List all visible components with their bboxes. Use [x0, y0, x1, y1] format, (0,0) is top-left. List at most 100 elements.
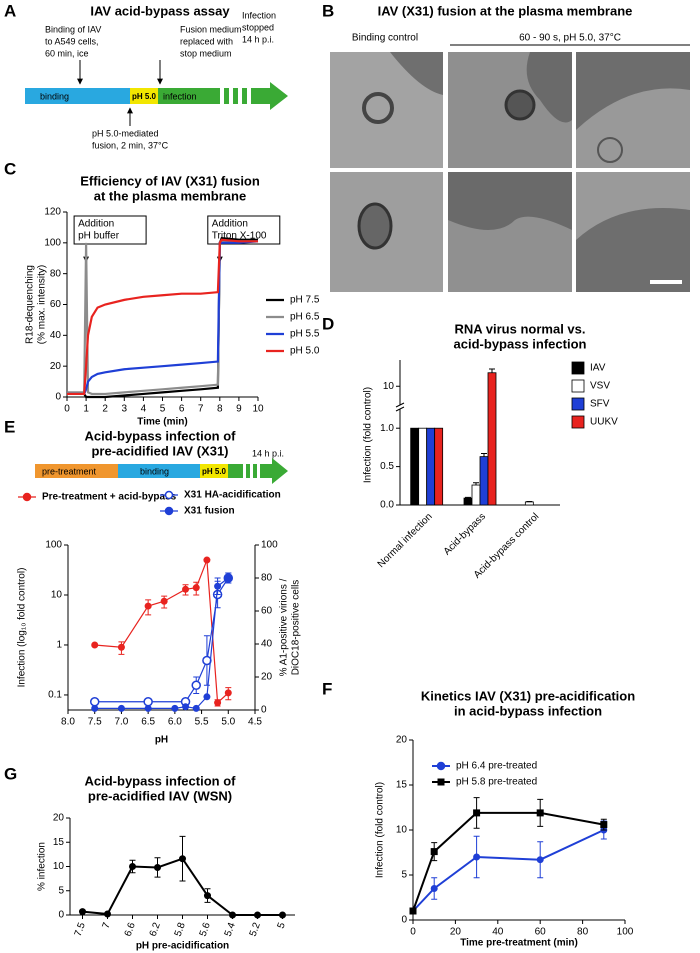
- y-tick-label: 0.0: [380, 500, 394, 511]
- x-tick-label: Normal infection: [376, 511, 435, 570]
- bar: [463, 497, 473, 506]
- note: fusion, 2 min, 37°C: [92, 140, 169, 150]
- error-bar: [489, 368, 495, 373]
- panel-label: G: [4, 764, 17, 783]
- y2-tick-label: 100: [261, 540, 278, 551]
- segment-label: pre-treatment: [42, 466, 97, 476]
- note: stop medium: [180, 48, 232, 58]
- y2-tick-label: 0: [261, 705, 267, 716]
- chart-title: Efficiency of IAV (X31) fusion: [80, 173, 260, 188]
- panel-title: IAV (X31) fusion at the plasma membrane: [378, 3, 633, 18]
- marker: [79, 908, 86, 916]
- panel-b: B IAV (X31) fusion at the plasma membran…: [322, 1, 690, 292]
- marker: [143, 697, 153, 707]
- axis-label: % A1-positive virions /: [279, 578, 290, 676]
- virion: [504, 89, 536, 121]
- bar: [471, 484, 481, 506]
- bar: [487, 372, 497, 506]
- marker: [104, 910, 111, 918]
- x-tick-label: 2: [102, 404, 108, 415]
- x-tick-label: 40: [492, 927, 504, 938]
- series-line: [67, 238, 258, 396]
- segment-label: binding: [140, 466, 169, 476]
- annotation: Addition: [78, 219, 114, 230]
- marker: [204, 892, 211, 900]
- bar: [524, 501, 534, 506]
- marker: [182, 585, 190, 593]
- chart-title: Acid-bypass infection of: [85, 773, 237, 788]
- y-tick-label: 0.1: [48, 690, 62, 701]
- vesicle: [597, 137, 623, 163]
- marker: [91, 641, 99, 649]
- y-tick-label: 5: [401, 870, 407, 881]
- panel-label: A: [4, 1, 16, 20]
- x-tick-label: 20: [450, 927, 462, 938]
- y-tick-label: 0.5: [380, 461, 394, 472]
- scheme-arrow: [260, 458, 288, 484]
- y-tick-label: 0: [401, 915, 407, 926]
- x-tick-label: 60: [535, 927, 547, 938]
- x-tick-label: 5.2: [248, 921, 263, 938]
- axis-label: pH pre-acidification: [136, 941, 229, 952]
- panel-title: IAV acid-bypass assay: [90, 3, 230, 18]
- marker: [473, 809, 481, 817]
- x-tick-label: 1: [83, 404, 89, 415]
- x-tick-label: 100: [617, 927, 634, 938]
- annotation-box: [73, 215, 147, 245]
- x-tick-label: 5.6: [198, 921, 213, 938]
- legend-swatch: [571, 397, 585, 411]
- y-tick-label: 10: [383, 381, 395, 392]
- x-tick-label: 3: [122, 404, 128, 415]
- legend-label: X31 HA-acidification: [184, 490, 281, 501]
- axis-label: R18-dequenching: [25, 265, 36, 344]
- column-label: 60 - 90 s, pH 5.0, 37°C: [519, 33, 621, 44]
- panel-e-scheme: pre-treatment binding pH 5.0 14 h p.i.: [35, 448, 288, 484]
- legend-label: X31 fusion: [184, 506, 235, 517]
- x-tick-label: 7: [198, 404, 204, 415]
- marker: [117, 704, 125, 712]
- segment-label: pH 5.0: [132, 92, 157, 101]
- legend-marker: [437, 778, 445, 786]
- marker: [214, 699, 222, 707]
- x-tick-label: 7.5: [88, 717, 102, 728]
- y2-tick-label: 80: [261, 573, 273, 584]
- panel-label: C: [4, 159, 16, 178]
- legend-swatch: [571, 415, 585, 429]
- virion: [357, 202, 393, 250]
- legend-label: pH 5.5: [290, 329, 320, 340]
- legend-swatch: [571, 361, 585, 375]
- chart-title: pre-acidified IAV (X31): [91, 443, 228, 458]
- marker: [409, 907, 417, 915]
- x-tick-label: 6.2: [148, 921, 163, 938]
- x-tick-label: 4: [141, 404, 147, 415]
- marker: [224, 574, 232, 582]
- y-tick-label: 10: [51, 590, 63, 601]
- marker: [179, 855, 186, 863]
- chart-title: RNA virus normal vs.: [454, 321, 585, 336]
- marker: [192, 704, 200, 712]
- note: pH 5.0-mediated: [92, 128, 159, 138]
- bar: [479, 456, 489, 506]
- bar: [418, 427, 428, 506]
- marker: [160, 597, 168, 605]
- marker: [91, 704, 99, 712]
- marker: [279, 911, 286, 919]
- y-tick-label: 0: [55, 392, 61, 403]
- column-label: Binding control: [352, 33, 418, 44]
- legend-swatch: [571, 379, 585, 393]
- panel-a: A IAV acid-bypass assay Binding of IAV t…: [4, 1, 288, 150]
- note: replaced with: [180, 36, 233, 46]
- scheme-pretreatment: [35, 464, 118, 478]
- axis-break: [395, 402, 405, 412]
- scheme-infection: [158, 88, 220, 104]
- legend-label: Pre-treatment + acid-bypass: [42, 492, 177, 503]
- error-bar: [473, 482, 479, 486]
- series-line: [412, 829, 605, 912]
- y-tick-label: 15: [53, 837, 65, 848]
- annotation: Triton X-100: [212, 231, 267, 242]
- chart-title: acid-bypass infection: [454, 336, 587, 351]
- axis-label: Time pre-treatment (min): [460, 938, 578, 949]
- x-tick-label: 8.0: [61, 717, 75, 728]
- marker: [203, 693, 211, 701]
